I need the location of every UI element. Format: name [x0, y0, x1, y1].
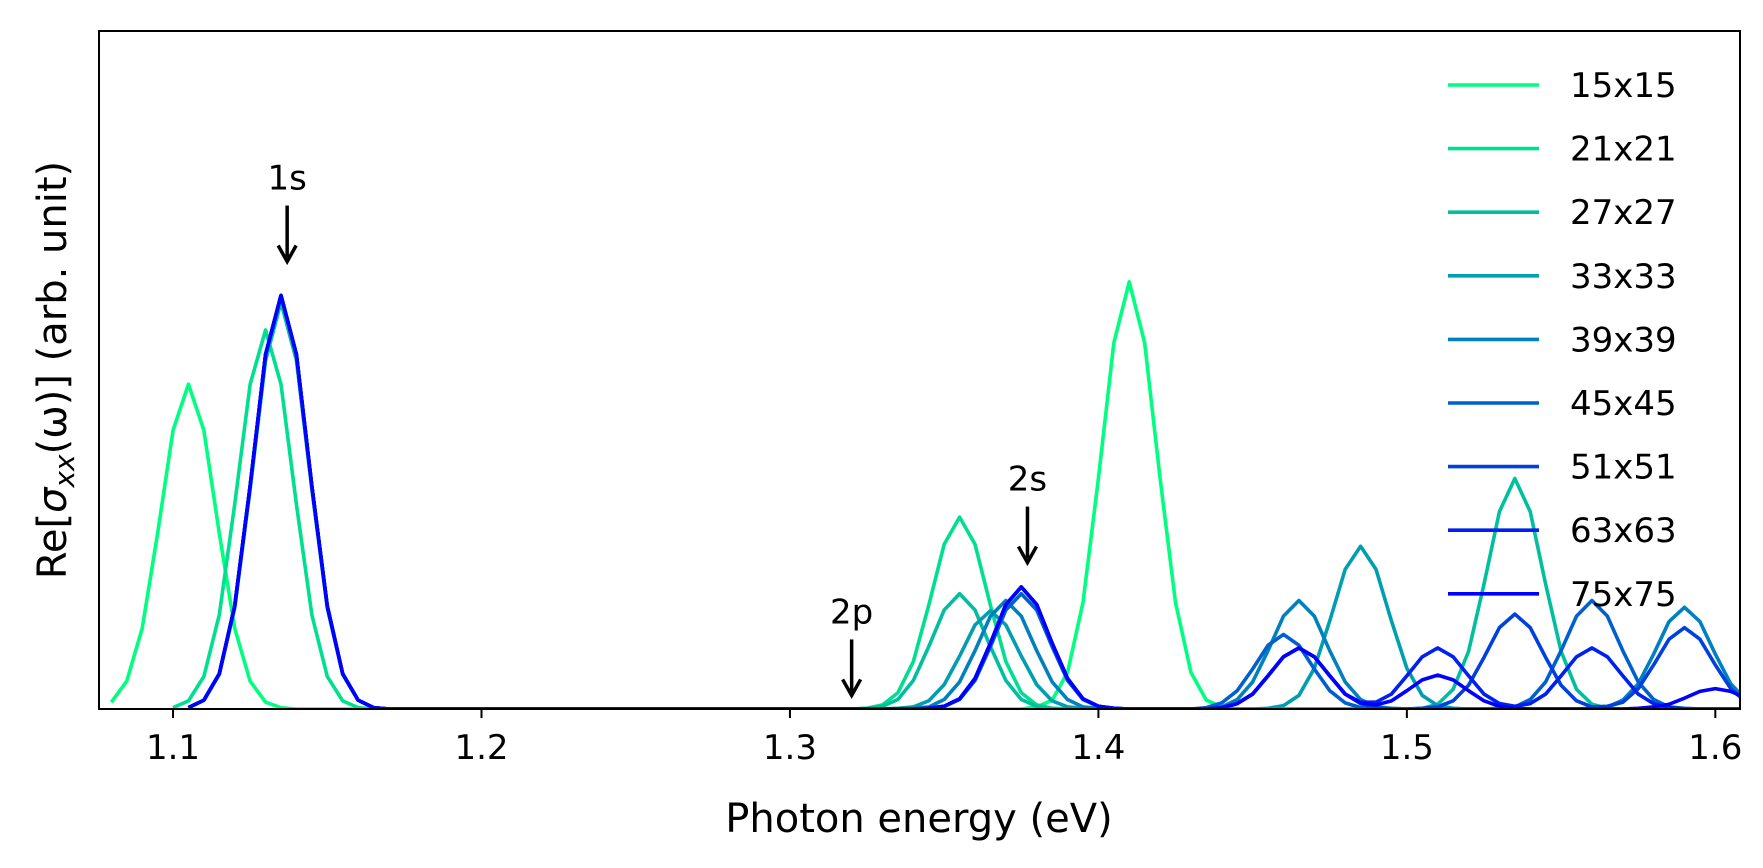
series-line	[187, 293, 1740, 709]
x-tick-label: 1.5	[1380, 728, 1434, 768]
series-line	[187, 293, 1740, 709]
plot-area	[109, 280, 1740, 709]
annotation-arrow-head	[1016, 545, 1038, 567]
legend-label: 45x45	[1570, 384, 1677, 424]
series-line	[187, 293, 1740, 709]
x-tick-label: 1.2	[454, 728, 508, 768]
series-line	[187, 293, 1740, 709]
series-line	[172, 328, 1740, 709]
legend-label: 27x27	[1570, 193, 1677, 233]
y-label-sub: xx	[48, 454, 81, 489]
x-tick-label: 1.6	[1688, 728, 1742, 768]
legend-label: 75x75	[1570, 575, 1677, 615]
x-tick-label: 1.3	[763, 728, 817, 768]
x-axis-label: Photon energy (eV)	[725, 796, 1112, 842]
legend-label: 51x51	[1570, 448, 1677, 488]
series-line	[187, 300, 1740, 709]
y-label-part: Re[	[30, 513, 76, 579]
y-label-part: (ω)] (arb. unit)	[30, 161, 76, 455]
annotation-label: 2p	[830, 592, 873, 632]
x-tick-label: 1.1	[146, 728, 200, 768]
x-tick-label: 1.4	[1071, 728, 1125, 768]
annotation-arrow-head	[841, 678, 863, 700]
legend-label: 21x21	[1570, 130, 1677, 170]
legend-label: 63x63	[1570, 511, 1677, 551]
series-line	[187, 293, 1740, 709]
annotation-label: 1s	[267, 159, 306, 199]
legend-label: 15x15	[1570, 66, 1677, 106]
legend-label: 33x33	[1570, 257, 1677, 297]
annotation-label: 2s	[1008, 460, 1047, 500]
axes-frame	[98, 30, 1741, 710]
annotation-arrow-head	[276, 244, 298, 266]
y-label-part: σ	[30, 486, 76, 513]
series-line	[187, 293, 1740, 709]
legend-label: 39x39	[1570, 320, 1677, 360]
y-axis-label: Re[σxx(ω)] (arb. unit)	[30, 161, 81, 579]
